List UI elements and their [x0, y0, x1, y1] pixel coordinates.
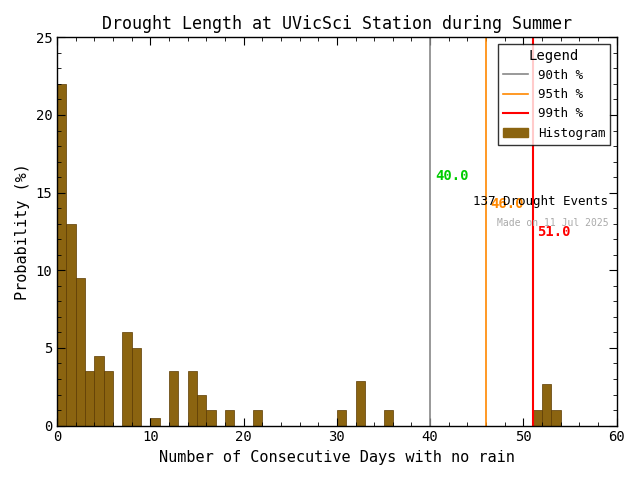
Bar [551, 410, 561, 426]
Text: 40.0: 40.0 [435, 169, 468, 183]
Bar [132, 348, 141, 426]
Title: Drought Length at UVicSci Station during Summer: Drought Length at UVicSci Station during… [102, 15, 572, 33]
Bar [188, 371, 197, 426]
Y-axis label: Probability (%): Probability (%) [15, 163, 30, 300]
90th % [426, 423, 434, 429]
Bar [169, 371, 179, 426]
Bar [253, 410, 262, 426]
Text: Made on 11 Jul 2025: Made on 11 Jul 2025 [497, 218, 608, 228]
Bar [383, 410, 393, 426]
99th % [529, 407, 536, 413]
90th % [426, 407, 434, 413]
Bar [67, 224, 76, 426]
Text: 51.0: 51.0 [538, 225, 571, 239]
Bar [206, 410, 216, 426]
Bar [122, 333, 132, 426]
Bar [337, 410, 346, 426]
Text: 137 Drought Events: 137 Drought Events [473, 194, 608, 207]
Bar [57, 84, 67, 426]
99th % [529, 423, 536, 429]
Bar [95, 356, 104, 426]
Bar [85, 371, 95, 426]
Legend: 90th %, 95th %, 99th %, Histogram: 90th %, 95th %, 99th %, Histogram [498, 44, 611, 144]
95th % [483, 423, 490, 429]
X-axis label: Number of Consecutive Days with no rain: Number of Consecutive Days with no rain [159, 450, 515, 465]
Bar [532, 410, 542, 426]
95th % [483, 407, 490, 413]
Bar [104, 371, 113, 426]
Bar [76, 278, 85, 426]
Bar [542, 384, 551, 426]
Bar [150, 418, 160, 426]
Bar [356, 381, 365, 426]
Bar [225, 410, 234, 426]
Text: 46.0: 46.0 [491, 197, 524, 211]
Bar [197, 395, 206, 426]
